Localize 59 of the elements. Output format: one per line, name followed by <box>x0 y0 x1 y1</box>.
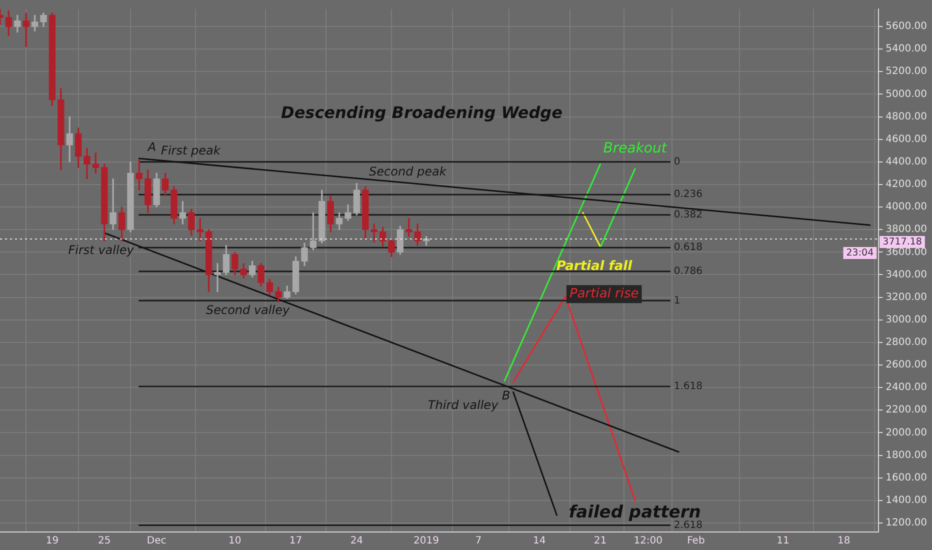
text: Descending Broadening Wedge <box>281 102 563 122</box>
annotation: 0.786 <box>674 266 702 277</box>
x-tick-label: 12:00 <box>634 536 663 547</box>
y-tick-label: 3600.00 <box>886 246 928 258</box>
y-tick-label: 4200.00 <box>886 179 928 190</box>
x-tick-label: 18 <box>837 536 850 547</box>
y-tick-label: 5000.00 <box>886 88 928 100</box>
series-label: Partial fall <box>556 258 633 274</box>
x-tick-label: Dec <box>146 536 166 547</box>
annotation: First peak <box>161 143 222 158</box>
y-tick-label: 3800.00 <box>886 224 928 236</box>
x-tick-label: 14 <box>533 536 546 547</box>
x-tick-label: 25 <box>98 536 111 547</box>
annotation: Second valley <box>206 302 290 317</box>
y-tick-label: 5400.00 <box>886 44 928 55</box>
x-tick-label: 24 <box>350 536 364 547</box>
series-label: Breakout <box>603 140 668 156</box>
annotation: 0.382 <box>674 210 702 221</box>
annotation: 1 <box>674 295 680 306</box>
x-tick-label: 2019 <box>414 536 439 547</box>
annotation: Second peak <box>369 164 448 178</box>
y-tick-label: 4000.00 <box>886 202 928 213</box>
y-tick-label: 2400.00 <box>886 382 928 394</box>
annotation: 0.236 <box>674 189 702 200</box>
y-tick-label: 4800.00 <box>886 111 928 122</box>
y-tick-label: 3200.00 <box>886 292 928 303</box>
x-tick-label: 17 <box>289 536 302 547</box>
y-tick-label: 4400.00 <box>886 156 928 168</box>
annotation: 23:04 <box>846 247 874 258</box>
y-tick-label: 1800.00 <box>886 450 928 461</box>
x-tick-label: 10 <box>228 536 242 547</box>
annotation: 1.618 <box>674 381 702 392</box>
y-tick-label: 5600.00 <box>886 21 928 32</box>
x-tick-label: 11 <box>776 536 790 547</box>
annotation: A <box>146 140 156 154</box>
y-tick-label: 2200.00 <box>886 404 928 416</box>
annotation: 0.618 <box>674 242 702 254</box>
annotation: 2.618 <box>674 520 702 531</box>
y-tick-label: 1400.00 <box>886 495 928 506</box>
y-tick-label: 2800.00 <box>886 337 928 348</box>
y-tick-label: 1600.00 <box>886 472 928 484</box>
series-label: failed pattern <box>568 502 701 522</box>
annotation: First valley <box>68 242 135 257</box>
y-tick-label: 1200.00 <box>886 518 928 529</box>
y-tick-label: 4600.00 <box>886 134 928 145</box>
series-label: Partial rise <box>569 286 639 302</box>
annotation: B <box>502 388 510 403</box>
x-tick-label: 21 <box>594 536 607 547</box>
y-tick-label: 3000.00 <box>886 314 928 326</box>
y-tick-label: 3400.00 <box>886 269 928 280</box>
x-tick-label: Feb <box>687 536 705 547</box>
y-tick-label: 2000.00 <box>886 427 928 438</box>
x-tick-label: 7 <box>475 536 482 547</box>
x-tick-label: 19 <box>46 536 59 547</box>
annotation: 0 <box>674 156 680 168</box>
y-tick-label: 2600.00 <box>886 360 928 371</box>
ref-line-label: 3717.18 <box>882 236 922 248</box>
annotation: Third valley <box>428 398 500 412</box>
y-tick-label: 5200.00 <box>886 66 928 78</box>
